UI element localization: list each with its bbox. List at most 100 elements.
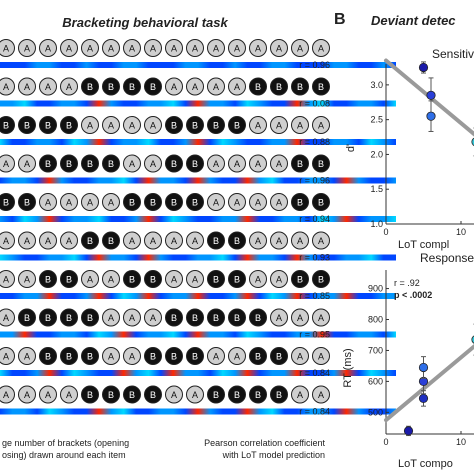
item-a-circle <box>39 231 57 250</box>
item-letter: A <box>66 82 72 92</box>
item-a-circle <box>186 39 204 57</box>
data-point <box>471 335 474 344</box>
item-letter: B <box>45 313 51 323</box>
item-letter: B <box>297 275 303 285</box>
item-b-circle <box>186 308 204 327</box>
item-letter: B <box>318 82 324 92</box>
item-letter: A <box>213 352 219 362</box>
item-a-circle <box>228 39 246 57</box>
item-letter: A <box>24 352 30 362</box>
item-b-circle <box>144 270 162 288</box>
item-letter: A <box>108 198 114 208</box>
item-letter: B <box>171 159 177 169</box>
item-letter: A <box>129 44 135 54</box>
panel-a-title: Bracketing behavioral task <box>62 15 228 30</box>
item-letter: A <box>234 44 240 54</box>
item-a-circle <box>39 39 57 57</box>
item-a-circle <box>270 39 288 57</box>
item-a-circle <box>186 231 204 250</box>
footer-right-line2: with LoT model prediction <box>222 450 325 460</box>
item-letter: A <box>66 44 72 54</box>
y-tick-label: 1.5 <box>370 184 383 194</box>
item-a-circle <box>186 270 204 288</box>
item-letter: B <box>108 390 114 400</box>
item-letter: B <box>318 159 324 169</box>
bottom-plot-stat-p: p < .0002 <box>394 290 432 300</box>
item-b-circle <box>39 347 57 365</box>
item-b-circle <box>81 77 99 96</box>
item-a-circle <box>165 231 183 250</box>
item-a-circle <box>165 270 183 288</box>
item-letter: A <box>150 159 156 169</box>
item-b-circle <box>291 77 309 96</box>
item-a-circle <box>291 347 309 365</box>
item-letter: B <box>171 313 177 323</box>
item-a-circle <box>270 116 288 134</box>
y-tick-label: 500 <box>368 407 383 417</box>
item-a-circle <box>102 308 120 327</box>
correlation-label: r = 0.95 <box>299 330 330 340</box>
correlation-label: r = 0.88 <box>299 137 330 147</box>
item-letter: B <box>255 82 261 92</box>
sequence-row: A A A A B B B B A A B B B B A Ar = 0.84 <box>0 385 396 417</box>
item-letter: A <box>129 159 135 169</box>
item-letter: B <box>276 390 282 400</box>
item-b-circle <box>291 193 309 211</box>
item-a-circle <box>18 347 36 365</box>
item-letter: B <box>234 390 240 400</box>
item-b-circle <box>39 308 57 327</box>
item-b-circle <box>123 270 141 288</box>
item-a-circle <box>291 385 309 404</box>
item-b-circle <box>60 308 78 327</box>
item-letter: B <box>213 121 219 131</box>
item-letter: A <box>276 121 282 131</box>
item-b-circle <box>123 193 141 211</box>
correlation-label: r = 0.84 <box>299 368 330 378</box>
item-letter: B <box>45 275 51 285</box>
item-letter: A <box>24 275 30 285</box>
item-b-circle <box>270 77 288 96</box>
item-letter: A <box>108 275 114 285</box>
item-b-circle <box>186 154 204 173</box>
item-a-circle <box>0 154 15 173</box>
item-a-circle <box>291 308 309 327</box>
item-a-circle <box>18 385 36 404</box>
item-a-circle <box>207 347 225 365</box>
item-letter: B <box>66 121 72 131</box>
item-b-circle <box>186 193 204 211</box>
item-letter: B <box>87 313 93 323</box>
item-a-circle <box>186 385 204 404</box>
item-b-circle <box>144 77 162 96</box>
bracket-heat-bar <box>0 293 396 299</box>
item-b-circle <box>249 385 267 404</box>
item-b-circle <box>18 193 36 211</box>
item-b-circle <box>186 116 204 134</box>
item-b-circle <box>270 385 288 404</box>
item-letter: A <box>255 198 261 208</box>
data-point <box>403 426 414 436</box>
item-letter: B <box>234 275 240 285</box>
item-a-circle <box>249 39 267 57</box>
item-letter: A <box>45 390 51 400</box>
item-letter: A <box>108 121 114 131</box>
item-letter: A <box>213 198 219 208</box>
item-letter: A <box>3 390 9 400</box>
panel-b-letter: B <box>334 11 346 28</box>
item-a-circle <box>18 77 36 96</box>
top-plot-title: Sensitivit <box>432 47 474 61</box>
item-b-circle <box>312 154 330 173</box>
item-a-circle <box>39 77 57 96</box>
item-a-circle <box>123 116 141 134</box>
item-letter: B <box>87 159 93 169</box>
item-a-circle <box>144 39 162 57</box>
item-b-circle <box>165 308 183 327</box>
item-letter: B <box>24 121 30 131</box>
item-letter: B <box>276 352 282 362</box>
item-letter: A <box>108 44 114 54</box>
item-a-circle <box>123 347 141 365</box>
item-a-circle <box>165 77 183 96</box>
item-a-circle <box>102 116 120 134</box>
item-letter: B <box>234 313 240 323</box>
item-letter: B <box>297 82 303 92</box>
y-tick-label: 600 <box>368 376 383 386</box>
